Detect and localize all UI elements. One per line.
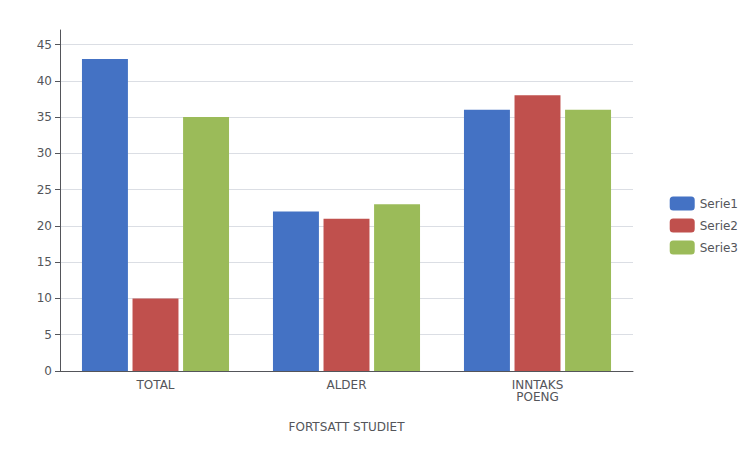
svg-text:25: 25 [37, 183, 52, 197]
svg-text:Serie3: Serie3 [700, 241, 738, 255]
svg-text:20: 20 [37, 219, 52, 233]
svg-text:30: 30 [37, 146, 52, 160]
svg-text:10: 10 [37, 291, 52, 305]
svg-text:0: 0 [44, 364, 52, 378]
svg-text:45: 45 [37, 38, 52, 52]
svg-text:TOTAL: TOTAL [135, 378, 174, 392]
svg-text:ALDER: ALDER [326, 378, 366, 392]
svg-text:FORTSATT STUDIET: FORTSATT STUDIET [289, 420, 406, 434]
svg-text:INNTAKS: INNTAKS [511, 378, 564, 392]
svg-text:15: 15 [37, 255, 52, 269]
svg-text:Serie1: Serie1 [700, 197, 738, 211]
svg-text:35: 35 [37, 110, 52, 124]
svg-text:40: 40 [37, 74, 52, 88]
svg-text:5: 5 [44, 328, 52, 342]
svg-text:Serie2: Serie2 [700, 219, 738, 233]
svg-text:POENG: POENG [516, 390, 559, 404]
